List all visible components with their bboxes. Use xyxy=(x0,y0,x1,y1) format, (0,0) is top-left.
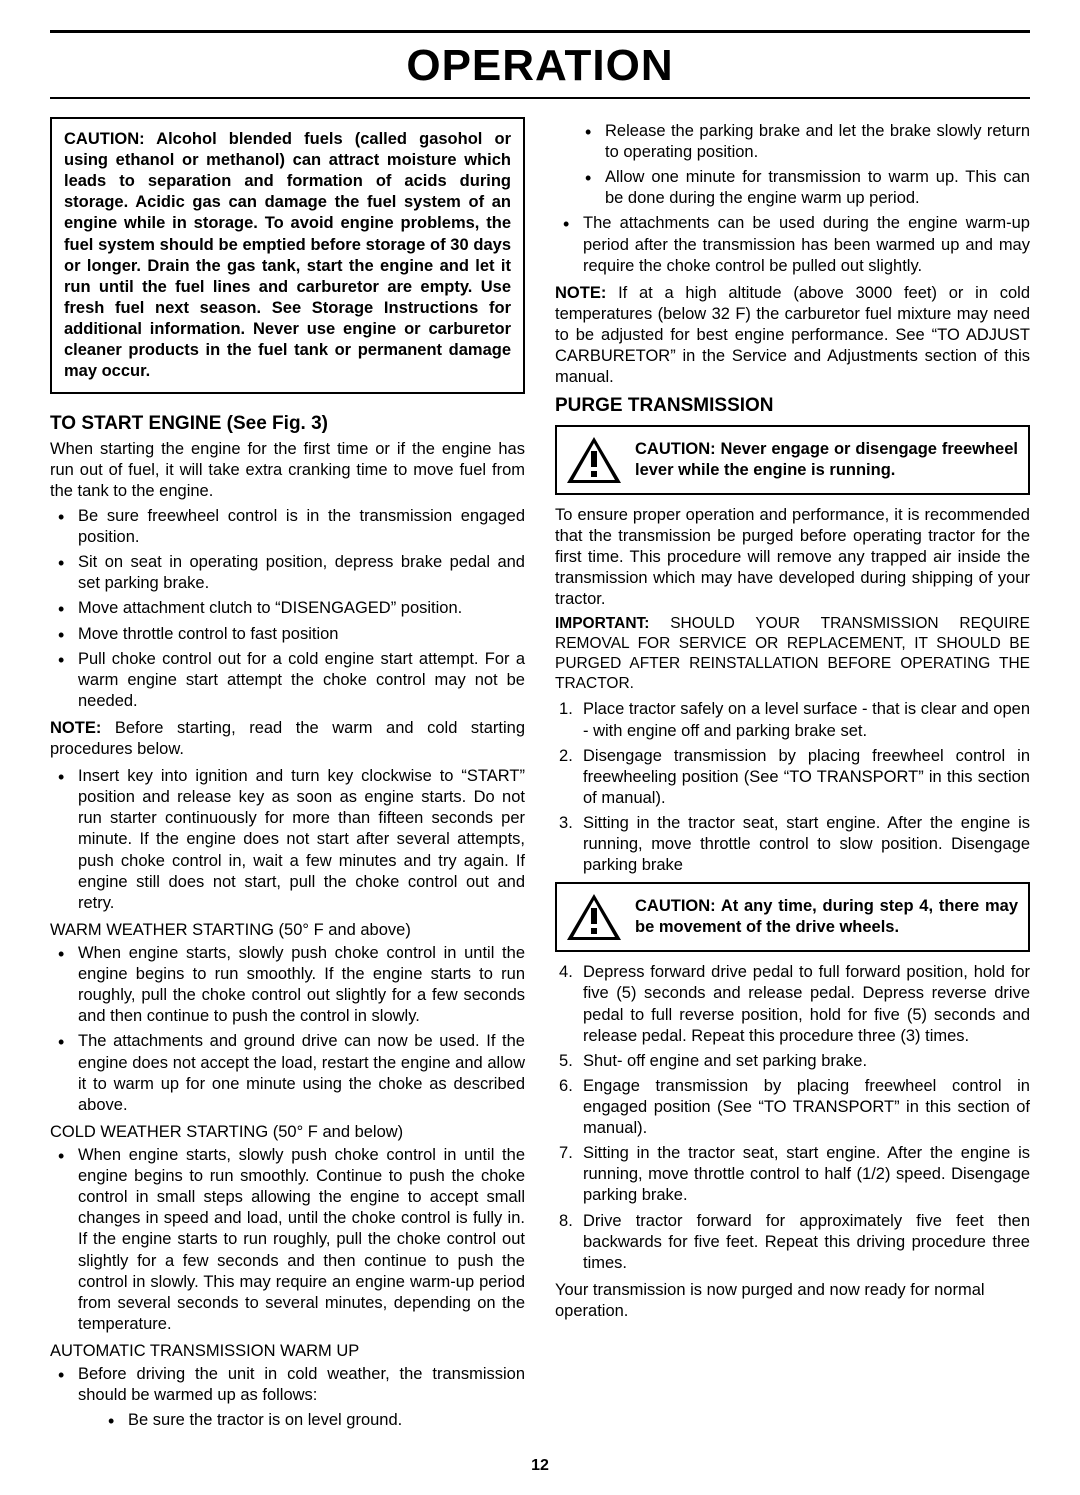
list-item: Place tractor safely on a level surface … xyxy=(555,699,1030,741)
note-text: If at a high altitude (above 3000 feet) … xyxy=(555,284,1030,386)
start-bullets: Be sure freewheel control is in the tran… xyxy=(50,506,525,712)
list-item: Drive tractor forward for approximately … xyxy=(555,1211,1030,1274)
caution-box-freewheel: CAUTION: Never engage or disengage freew… xyxy=(555,425,1030,495)
warm-weather-head: WARM WEATHER STARTING (50° F and above) xyxy=(50,920,525,941)
list-item: Engage transmission by placing freewheel… xyxy=(555,1076,1030,1139)
top-sub-bullets: Release the parking brake and let the br… xyxy=(555,121,1030,209)
list-item: Move throttle control to fast position xyxy=(50,624,525,645)
list-item: Allow one minute for transmission to war… xyxy=(555,167,1030,209)
cold-weather-head: COLD WEATHER STARTING (50° F and below) xyxy=(50,1122,525,1143)
auto-bullet-text: Before driving the unit in cold weather,… xyxy=(78,1365,525,1404)
page-title: OPERATION xyxy=(50,41,1030,91)
note-before-starting: NOTE: Before starting, read the warm and… xyxy=(50,718,525,760)
auto-sub-bullets: Be sure the tractor is on level ground. xyxy=(78,1410,525,1431)
caution-text: CAUTION: Never engage or disengage freew… xyxy=(635,439,1018,481)
list-item: The attachments can be used during the e… xyxy=(555,213,1030,276)
list-item: When engine starts, slowly push choke co… xyxy=(50,943,525,1027)
list-item: Sit on seat in operating position, depre… xyxy=(50,552,525,594)
warm-bullets: When engine starts, slowly push choke co… xyxy=(50,943,525,1116)
list-item: Depress forward drive pedal to full forw… xyxy=(555,962,1030,1046)
list-item: Be sure the tractor is on level ground. xyxy=(78,1410,525,1431)
list-item: Insert key into ignition and turn key cl… xyxy=(50,766,525,914)
caution-box-fuel: CAUTION: Alcohol blended fuels (called g… xyxy=(50,117,525,394)
heading-start-engine: TO START ENGINE (See Fig. 3) xyxy=(50,412,525,436)
top-rule xyxy=(50,30,1030,33)
caution-text: CAUTION: At any time, during step 4, the… xyxy=(635,896,1018,938)
list-item: Sitting in the tractor seat, start engin… xyxy=(555,813,1030,876)
left-column: CAUTION: Alcohol blended fuels (called g… xyxy=(50,117,525,1437)
list-item: Disengage transmission by placing freewh… xyxy=(555,746,1030,809)
closing-text: Your transmission is now purged and now … xyxy=(555,1280,1030,1322)
purge-steps-1-3: Place tractor safely on a level surface … xyxy=(555,699,1030,876)
list-item: Pull choke control out for a cold engine… xyxy=(50,649,525,712)
title-underline xyxy=(50,97,1030,99)
list-item: Move attachment clutch to “DISENGAGED” p… xyxy=(50,598,525,619)
auto-trans-head: AUTOMATIC TRANSMISSION WARM UP xyxy=(50,1341,525,1362)
warning-triangle-icon xyxy=(565,892,623,942)
note-lead: NOTE: xyxy=(555,284,606,302)
content-columns: CAUTION: Alcohol blended fuels (called g… xyxy=(50,117,1030,1437)
list-item: Shut- off engine and set parking brake. xyxy=(555,1051,1030,1072)
list-item: Release the parking brake and let the br… xyxy=(555,121,1030,163)
purge-intro: To ensure proper operation and performan… xyxy=(555,505,1030,611)
auto-bullets: Before driving the unit in cold weather,… xyxy=(50,1364,525,1431)
important-note: IMPORTANT: SHOULD YOUR TRANSMISSION REQU… xyxy=(555,614,1030,693)
right-column: Release the parking brake and let the br… xyxy=(555,117,1030,1437)
list-item: Be sure freewheel control is in the tran… xyxy=(50,506,525,548)
note-altitude: NOTE: If at a high altitude (above 3000 … xyxy=(555,283,1030,389)
top-bullet: The attachments can be used during the e… xyxy=(555,213,1030,276)
purge-steps-4-8: Depress forward drive pedal to full forw… xyxy=(555,962,1030,1274)
heading-purge: PURGE TRANSMISSION xyxy=(555,394,1030,418)
page-number: 12 xyxy=(50,1457,1030,1475)
list-item: Before driving the unit in cold weather,… xyxy=(50,1364,525,1431)
important-lead: IMPORTANT: xyxy=(555,615,649,632)
note-text: Before starting, read the warm and cold … xyxy=(50,719,525,758)
warning-triangle-icon xyxy=(565,435,623,485)
list-item: The attachments and ground drive can now… xyxy=(50,1031,525,1115)
insert-key-bullet: Insert key into ignition and turn key cl… xyxy=(50,766,525,914)
cold-bullets: When engine starts, slowly push choke co… xyxy=(50,1145,525,1335)
list-item: Sitting in the tractor seat, start engin… xyxy=(555,1143,1030,1206)
caution-box-step4: CAUTION: At any time, during step 4, the… xyxy=(555,882,1030,952)
note-lead: NOTE: xyxy=(50,719,101,737)
start-intro: When starting the engine for the first t… xyxy=(50,439,525,502)
list-item: When engine starts, slowly push choke co… xyxy=(50,1145,525,1335)
